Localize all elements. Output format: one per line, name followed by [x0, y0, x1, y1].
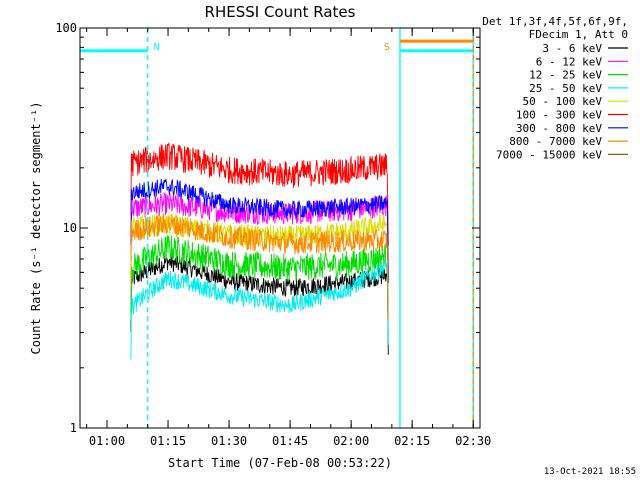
legend-label-1: 3 - 6 keV — [542, 42, 602, 55]
chart-title: RHESSI Count Rates — [205, 3, 356, 21]
x-tick-label-4: 01:45 — [272, 434, 308, 448]
axes: 01:00 01:15 01:30 01:45 02:00 02:15 02:30 1 10 10… — [55, 21, 491, 448]
x-tick-label-7: 02:30 — [455, 434, 491, 448]
legend-label-6: 100 - 300 keV — [516, 109, 602, 122]
legend-label-4: 25 - 50 keV — [529, 82, 602, 95]
series-line-8 — [130, 212, 389, 320]
y-axis-label: Count Rate (s⁻¹ detector segment⁻¹) — [29, 102, 43, 355]
series-line-7 — [130, 178, 389, 283]
x-tick-label-5: 02:00 — [333, 434, 369, 448]
series-line-3 — [130, 234, 389, 335]
series-line-4 — [130, 258, 389, 360]
annotation-label-5: S — [384, 42, 390, 53]
legend-label-3: 12 - 25 keV — [529, 69, 602, 82]
series-line-1 — [130, 254, 389, 355]
x-tick-label-3: 01:30 — [211, 434, 247, 448]
legend-header-line-1: Det 1f,3f,4f,5f,6f,9f, — [482, 15, 628, 28]
x-tick-label-2: 01:15 — [150, 434, 186, 448]
y-tick-label-2: 10 — [63, 221, 77, 235]
legend-label-5: 50 - 100 keV — [523, 95, 603, 108]
legend-label-9: 7000 - 15000 keV — [496, 148, 602, 161]
timestamp: 13-Oct-2021 18:55 — [544, 467, 636, 477]
legend-label-2: 6 - 12 keV — [536, 55, 603, 68]
legend-label-7: 300 - 800 keV — [516, 122, 602, 135]
legend-label-8: 800 - 7000 keV — [509, 135, 602, 148]
annotation-label-2: N — [154, 42, 160, 53]
series-line-6 — [130, 142, 389, 246]
y-tick-label-1: 1 — [70, 421, 77, 435]
x-tick-label-1: 01:00 — [89, 434, 125, 448]
x-tick-label-6: 02:15 — [394, 434, 430, 448]
x-axis-label: Start Time (07-Feb-08 00:53:22) — [168, 456, 392, 470]
y-tick-label-3: 100 — [55, 21, 77, 35]
legend-header-line-2: FDecim 1, Att 0 — [529, 28, 628, 41]
